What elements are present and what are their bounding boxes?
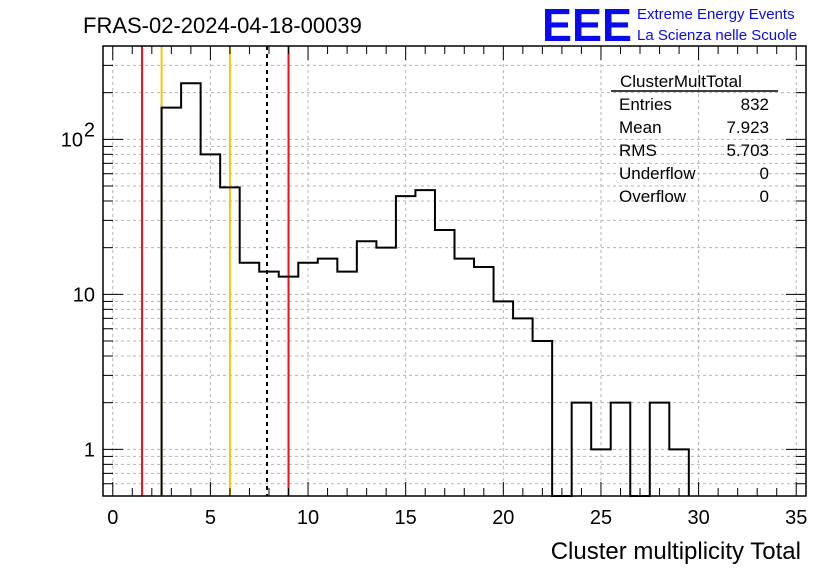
- run-title: FRAS-02-2024-04-18-00039: [83, 13, 362, 38]
- stats-label: Mean: [619, 118, 662, 137]
- histogram-bin: [220, 187, 240, 496]
- histogram-bin: [415, 190, 435, 496]
- x-axis-label: Cluster multiplicity Total: [551, 538, 801, 565]
- histogram-bin: [259, 272, 279, 496]
- histogram-bin: [494, 301, 514, 496]
- y-tick-exponent: 2: [84, 119, 95, 141]
- histogram-bin: [455, 259, 475, 496]
- plot-frame: [102, 45, 807, 497]
- stats-value: 7.923: [726, 118, 769, 137]
- stats-label: Entries: [619, 95, 672, 114]
- histogram-bin: [396, 196, 416, 496]
- histogram-bin: [435, 230, 455, 496]
- x-tick-label: 30: [687, 507, 709, 529]
- histogram-bin: [181, 83, 201, 496]
- y-tick-label: 10: [61, 129, 83, 151]
- histogram-bin: [279, 277, 299, 496]
- stats-rows: Entries 832 Mean 7.923 RMS 5.703 Underflow 0 Ove…: [619, 95, 769, 206]
- x-tick-label: 25: [590, 507, 612, 529]
- histogram-bin: [474, 267, 494, 496]
- stats-title: ClusterMultTotal: [620, 72, 742, 91]
- x-tick-label: 10: [297, 507, 319, 529]
- stats-label: Underflow: [619, 164, 696, 183]
- histogram-bin: [513, 318, 533, 496]
- axis-ticks: [103, 45, 806, 497]
- histogram-bin: [318, 259, 338, 496]
- histogram-bin: [298, 263, 318, 496]
- x-tick-label: 20: [492, 507, 514, 529]
- x-tick-label: 5: [205, 507, 216, 529]
- y-tick-label: 1: [84, 439, 95, 461]
- grid-layer: [103, 45, 806, 497]
- x-tick-label: 35: [785, 507, 807, 529]
- histogram-bin: [572, 403, 592, 496]
- histogram-bin: [162, 108, 182, 496]
- stats-label: RMS: [619, 141, 657, 160]
- x-tick-label: 15: [395, 507, 417, 529]
- y-tick-label: 10: [73, 284, 95, 306]
- stats-value: 832: [741, 95, 769, 114]
- histogram-bin: [337, 272, 357, 496]
- histogram-bin: [376, 248, 396, 496]
- logo-line-2: La Scienza nelle Scuole: [637, 27, 797, 44]
- histogram-bin: [201, 154, 221, 496]
- stats-label: Overflow: [619, 187, 687, 206]
- x-tick-label: 0: [107, 507, 118, 529]
- stats-value: 0: [760, 164, 769, 183]
- histogram-bin: [533, 341, 553, 496]
- stats-value: 0: [760, 187, 769, 206]
- eee-logo: EEE: [542, 0, 632, 51]
- histogram-outline: [160, 82, 690, 497]
- plot-border: [102, 45, 807, 497]
- logo-line-1: Extreme Energy Events: [637, 6, 795, 23]
- stats-value: 5.703: [726, 141, 769, 160]
- histogram-series: [160, 82, 690, 497]
- stats-box: ClusterMultTotal Entries 832 Mean 7.923 RMS 5…: [611, 72, 778, 206]
- histogram-bin: [611, 403, 631, 496]
- histogram-bin: [357, 241, 377, 496]
- histogram-bin: [650, 403, 670, 496]
- histogram-bin: [240, 263, 260, 496]
